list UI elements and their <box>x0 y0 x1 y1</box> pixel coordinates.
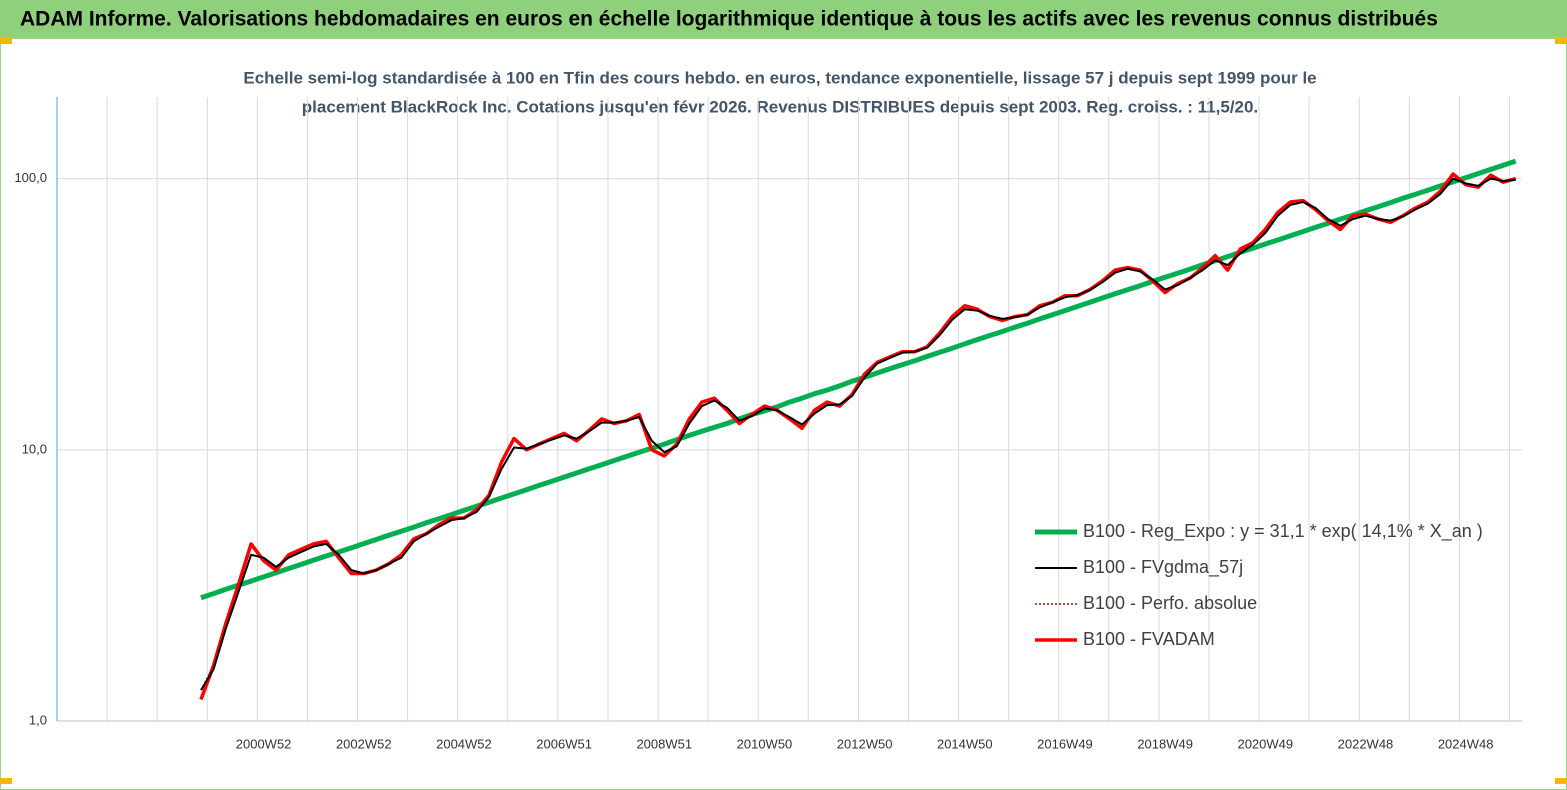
page-title: ADAM Informe. Valorisations hebdomadaire… <box>20 8 1438 31</box>
corner <box>0 778 12 784</box>
corner <box>0 38 12 44</box>
legend-label: B100 - FVgdma_57j <box>1083 557 1243 578</box>
x-tick-label: 2020W49 <box>1237 736 1293 751</box>
x-tick-label: 2006W51 <box>536 736 592 751</box>
y-tick-label: 1,0 <box>29 712 47 727</box>
x-tick-label: 2016W49 <box>1037 736 1093 751</box>
y-tick-label: 10,0 <box>22 441 47 456</box>
chart-title: Echelle semi-log standardisée à 100 en T… <box>243 68 1316 87</box>
y-tick-label: 100,0 <box>14 170 47 185</box>
x-tick-label: 2018W49 <box>1137 736 1193 751</box>
x-tick-label: 2024W48 <box>1438 736 1494 751</box>
legend-label: B100 - Perfo. absolue <box>1083 593 1257 613</box>
x-tick-label: 2002W52 <box>336 736 392 751</box>
series-line <box>200 177 1516 691</box>
x-tick-label: 2010W50 <box>737 736 793 751</box>
chart-title: placement BlackRock Inc. Cotations jusqu… <box>302 97 1258 116</box>
x-tick-label: 2014W50 <box>937 736 993 751</box>
x-tick-label: 2008W51 <box>636 736 692 751</box>
x-tick-label: 2022W48 <box>1338 736 1394 751</box>
series-line <box>200 158 1517 601</box>
title-bar <box>0 0 1567 38</box>
x-tick-label: 2004W52 <box>436 736 492 751</box>
legend-label: B100 - FVADAM <box>1083 629 1215 649</box>
x-tick-label: 2000W52 <box>236 736 292 751</box>
corner <box>1555 38 1567 44</box>
x-tick-label: 2012W50 <box>837 736 893 751</box>
series-line <box>199 172 1517 701</box>
corner <box>1555 778 1567 784</box>
legend-label: B100 - Reg_Expo : y = 31,1 * exp( 14,1% … <box>1083 521 1483 542</box>
